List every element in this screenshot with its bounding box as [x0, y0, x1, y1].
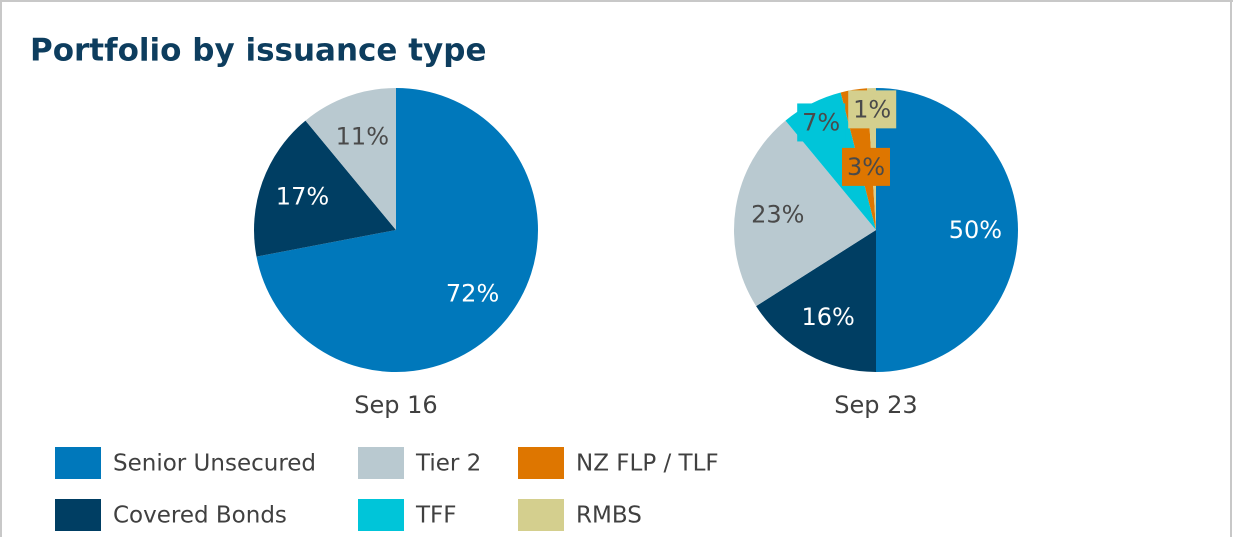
legend-swatch [55, 447, 101, 479]
pie-slice [305, 88, 396, 230]
data-label: 11% [336, 122, 389, 150]
pie-label: Sep 16 [354, 391, 437, 419]
data-label: 7% [802, 108, 840, 136]
chart-title: Portfolio by issuance type [30, 33, 486, 69]
data-label: 16% [801, 303, 854, 331]
pie-slice [253, 120, 396, 257]
pie-slice [876, 88, 1018, 372]
pie-label: Sep 23 [834, 391, 917, 419]
legend-swatch [518, 499, 564, 531]
pie-slice [733, 120, 876, 307]
data-label: 72% [446, 279, 499, 307]
legend-swatch [518, 447, 564, 479]
legend-swatch [358, 447, 404, 479]
legend-swatch [358, 499, 404, 531]
data-label: 17% [276, 182, 329, 210]
legend-label: Covered Bonds [113, 503, 287, 529]
label-box [797, 103, 846, 142]
legend-label: TFF [415, 503, 457, 529]
legend-swatch [55, 499, 101, 531]
data-label: 23% [751, 200, 804, 228]
legend-label: Senior Unsecured [113, 451, 316, 477]
data-label: 1% [853, 95, 891, 123]
label-box [848, 90, 897, 129]
legend-label: Tier 2 [415, 451, 481, 477]
legend-label: RMBS [576, 503, 642, 529]
data-label: 50% [949, 216, 1002, 244]
data-label: 3% [847, 153, 885, 181]
pie-slice [756, 230, 876, 372]
pie-slice [256, 88, 538, 373]
label-box [842, 147, 891, 186]
legend-label: NZ FLP / TLF [576, 451, 719, 477]
